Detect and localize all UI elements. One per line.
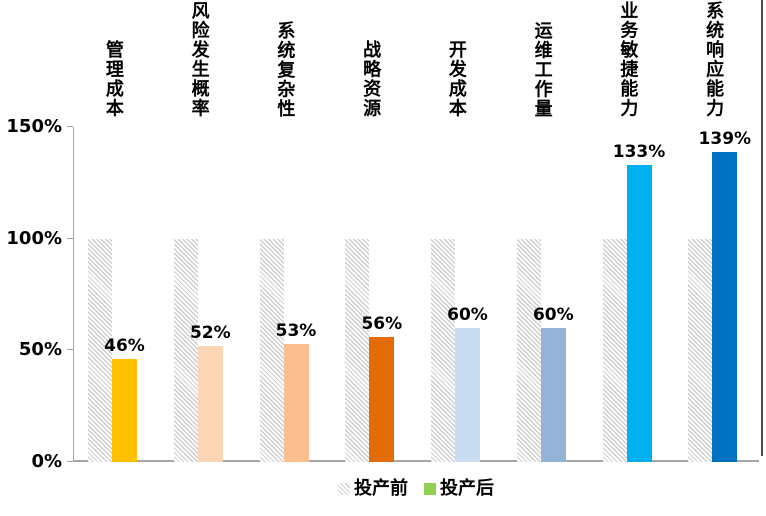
- y-axis-line: [73, 127, 74, 462]
- bar-before-4: [431, 238, 455, 462]
- bar-before-5: [516, 238, 541, 462]
- legend-label-after: 投产后: [440, 478, 494, 499]
- bar-value-label-2: 53%: [275, 320, 317, 341]
- bar-after-7: [712, 151, 738, 462]
- y-axis-tick: [67, 237, 73, 239]
- bar-before-2: [259, 238, 284, 462]
- y-axis-tick: [67, 461, 73, 462]
- x-axis-line: [73, 460, 759, 462]
- legend-item-after: 投产后: [424, 478, 494, 500]
- category-label-6: 业务敏捷能力: [617, 1, 639, 118]
- category-label-5: 运维工作量: [531, 20, 553, 119]
- bar-before-1: [173, 238, 198, 462]
- bar-after-0: [112, 359, 137, 462]
- bar-value-label-5: 60%: [532, 305, 574, 325]
- bar-value-label-1: 52%: [189, 322, 231, 343]
- bar-value-label-6: 133%: [612, 142, 666, 162]
- bar-value-label-4: 60%: [447, 305, 488, 325]
- legend-swatch-before: [338, 483, 350, 495]
- bar-before-0: [88, 238, 112, 462]
- right-edge-border: [761, 0, 763, 456]
- legend: 投产前 投产后: [73, 477, 759, 501]
- bar-after-5: [540, 328, 566, 462]
- bar-value-label-3: 56%: [361, 313, 403, 334]
- bar-after-3: [369, 336, 395, 462]
- y-axis-tick: [67, 349, 73, 351]
- y-axis-tick-label: 50%: [18, 339, 62, 361]
- bar-before-7: [688, 238, 713, 462]
- bar-after-6: [626, 165, 652, 462]
- bar-after-1: [197, 345, 223, 462]
- category-label-3: 战略资源: [360, 40, 382, 118]
- y-axis-tick-label: 150%: [6, 116, 62, 137]
- bar-value-label-7: 139%: [698, 128, 752, 149]
- category-label-7: 系统响应能力: [703, 1, 725, 118]
- category-label-0: 管理成本: [102, 40, 124, 118]
- legend-swatch-after: [424, 483, 436, 495]
- bar-after-4: [455, 328, 480, 462]
- category-label-2: 系统复杂性: [274, 20, 296, 119]
- bar-after-2: [283, 343, 309, 462]
- bar-value-label-0: 46%: [104, 336, 145, 357]
- y-axis-tick-label: 100%: [6, 227, 62, 249]
- y-axis-tick: [67, 126, 73, 127]
- category-label-4: 开发成本: [445, 40, 467, 118]
- bar-before-3: [345, 238, 370, 462]
- legend-item-before: 投产前: [338, 478, 408, 500]
- bar-before-6: [602, 238, 627, 462]
- category-label-1: 风险发生概率: [188, 1, 210, 118]
- legend-label-before: 投产前: [354, 478, 408, 499]
- y-axis-tick-label: 0%: [31, 451, 62, 472]
